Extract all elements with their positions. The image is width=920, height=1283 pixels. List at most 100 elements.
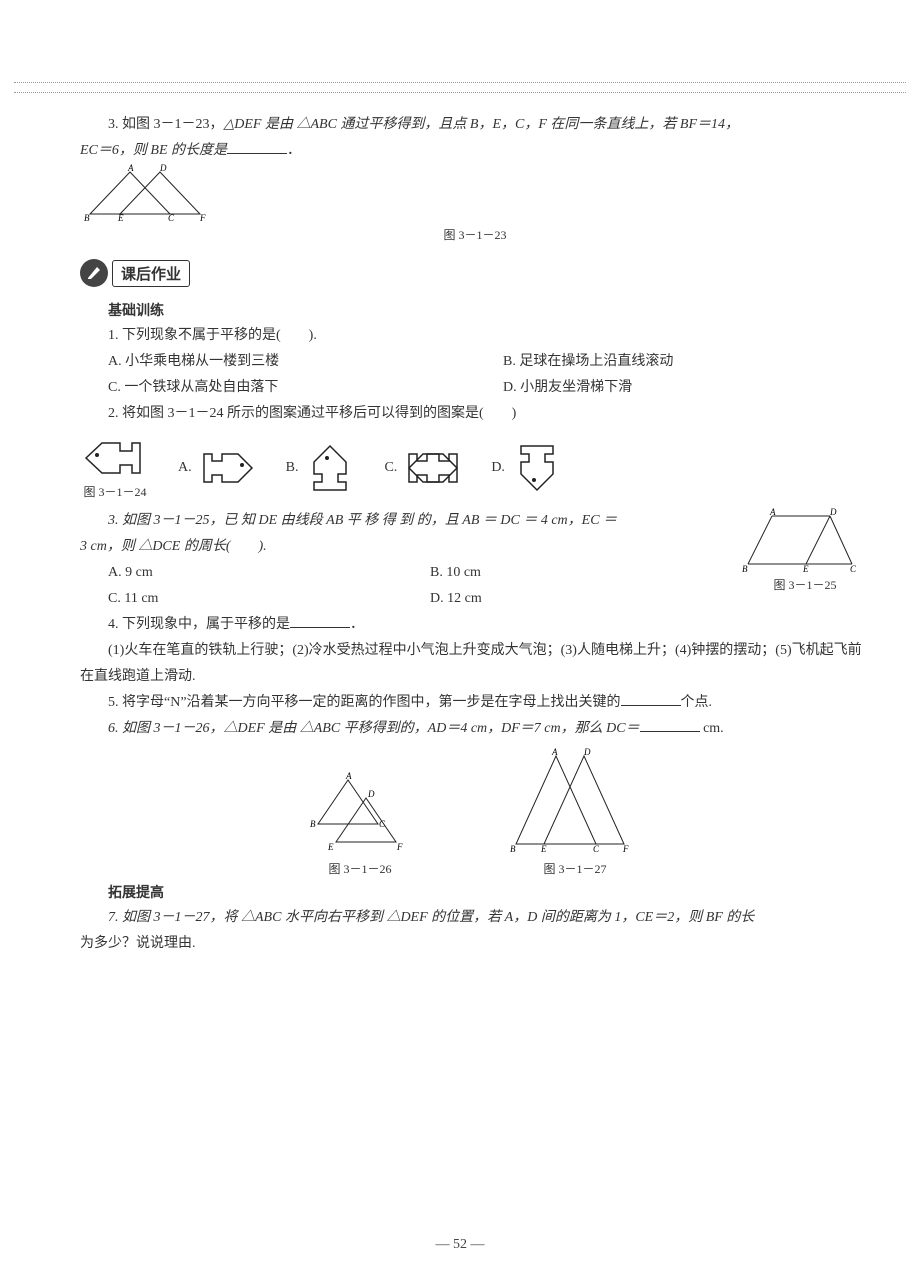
q1-stem: 1. 下列现象不属于平移的是( ).: [80, 323, 870, 349]
q2-stem: 2. 将如图 3－1－24 所示的图案通过平移后可以得到的图案是( ): [80, 401, 870, 427]
fig-3-1-25-caption: 图 3－1－25: [740, 576, 870, 593]
q2-D-label: D.: [491, 460, 505, 476]
q3-row1: A. 9 cm B. 10 cm: [80, 560, 724, 586]
svg-text:E: E: [540, 844, 547, 854]
svg-text:E: E: [327, 842, 334, 852]
q2-C-label: C.: [384, 460, 397, 476]
q4-blank: [290, 614, 350, 628]
svg-text:C: C: [168, 213, 175, 223]
section-badge-text: 课后作业: [112, 260, 190, 287]
q3-line1-text: 3. 如图 3－1－25，已 知 DE 由线段 AB 平 移 得 到 的，且 A…: [108, 513, 617, 528]
fish-icon-D: [511, 442, 563, 494]
q2-A-label: A.: [178, 460, 192, 476]
fig-3-1-27: A D B E C F: [500, 748, 650, 858]
top-q3-period: ．: [287, 143, 301, 158]
svg-text:B: B: [84, 213, 90, 223]
section-badge: 课后作业: [80, 259, 870, 287]
q1-C: C. 一个铁球从高处自由落下: [80, 375, 475, 401]
q1-row2: C. 一个铁球从高处自由落下 D. 小朋友坐滑梯下滑: [80, 375, 870, 401]
q3-wrap: 3. 如图 3－1－25，已 知 DE 由线段 AB 平 移 得 到 的，且 A…: [80, 508, 870, 612]
svg-text:D: D: [829, 508, 837, 517]
q3-line2-text: 3 cm，则 △DCE 的周长( ).: [80, 539, 267, 554]
fish-icon-A: [198, 447, 258, 489]
svg-text:D: D: [583, 748, 591, 757]
q2-ref: 图 3－1－24: [80, 435, 150, 500]
fig-3-1-27-wrap: A D B E C F 图 3－1－27: [500, 748, 650, 877]
svg-text:A: A: [345, 772, 352, 781]
header-dotted-line-2: [14, 92, 906, 93]
q3-B: B. 10 cm: [402, 560, 724, 586]
q2-opt-A: A.: [178, 447, 258, 489]
q2-opt-D: D.: [491, 442, 563, 494]
q1-row1: A. 小华乘电梯从一楼到三楼 B. 足球在操场上沿直线滚动: [80, 349, 870, 375]
homework-icon: [80, 259, 108, 287]
header-dotted-line-1: [14, 82, 906, 83]
top-q3-prefix: 3. 如图 3－1－23，: [108, 117, 224, 132]
fish-icon-C: [403, 447, 463, 489]
q6-b: cm.: [700, 721, 724, 736]
svg-text:D: D: [159, 164, 167, 173]
q4-b: ．: [350, 617, 364, 632]
page-footer: — 52 —: [0, 1237, 920, 1253]
top-q3-body1: △DEF 是由 △ABC 通过平移得到，且点 B，E，C，F 在同一条直线上，若…: [224, 117, 740, 132]
svg-text:A: A: [551, 748, 558, 757]
page-number: 52: [453, 1237, 467, 1252]
fig-3-1-27-caption: 图 3－1－27: [500, 860, 650, 877]
fig-3-1-26-caption: 图 3－1－26: [300, 860, 420, 877]
q3-row2: C. 11 cm D. 12 cm: [80, 586, 724, 612]
q3-D: D. 12 cm: [402, 586, 724, 612]
fig-26-27-row: A D B C E F 图 3－1－26 A D B E C F 图 3－: [80, 748, 870, 877]
svg-text:B: B: [310, 819, 316, 829]
svg-text:E: E: [802, 564, 809, 574]
q2-options-row: 图 3－1－24 A. B. C. D.: [80, 435, 870, 500]
top-q3-body2: EC＝6，则 BE 的长度是: [80, 143, 227, 158]
svg-text:C: C: [593, 844, 600, 854]
fig-3-1-23-caption: 图 3－1－23: [80, 226, 870, 243]
basic-heading: 基础训练: [80, 297, 870, 323]
q4-stem: 4. 下列现象中，属于平移的是 ．: [80, 612, 870, 638]
svg-text:F: F: [199, 213, 206, 223]
q7-line1: 7. 如图 3－1－27，将 △ABC 水平向右平移到 △DEF 的位置，若 A…: [80, 905, 870, 931]
q2-opt-B: B.: [286, 442, 357, 494]
q4-a: 4. 下列现象中，属于平移的是: [108, 617, 290, 632]
q3-line1: 3. 如图 3－1－25，已 知 DE 由线段 AB 平 移 得 到 的，且 A…: [80, 508, 724, 534]
fig-3-1-26-wrap: A D B C E F 图 3－1－26: [300, 772, 420, 877]
q5-blank: [621, 692, 681, 706]
q5-b: 个点.: [681, 695, 713, 710]
top-q3-line1: 3. 如图 3－1－23，△DEF 是由 △ABC 通过平移得到，且点 B，E，…: [80, 112, 870, 138]
q3-A: A. 9 cm: [80, 560, 402, 586]
q2-opt-C: C.: [384, 447, 463, 489]
svg-text:F: F: [396, 842, 403, 852]
q2-ref-caption: 图 3－1－24: [83, 483, 146, 500]
q4-detail: (1)火车在笔直的铁轨上行驶；(2)冷水受热过程中小气泡上升变成大气泡；(3)人…: [80, 638, 870, 690]
q5: 5. 将字母“N”沿着某一方向平移一定的距离的作图中，第一步是在字母上找出关键的…: [80, 690, 870, 716]
q6: 6. 如图 3－1－26，△DEF 是由 △ABC 平移得到的，AD＝4 cm，…: [80, 716, 870, 742]
svg-text:B: B: [742, 564, 748, 574]
fig-3-1-23: A D B E C F: [80, 164, 210, 224]
svg-text:E: E: [117, 213, 124, 223]
top-q3-blank: [227, 140, 287, 154]
extend-heading: 拓展提高: [80, 879, 870, 905]
fish-ref-icon: [80, 435, 150, 481]
q7-line2: 为多少？说说理由.: [80, 931, 870, 957]
page-content: 3. 如图 3－1－23，△DEF 是由 △ABC 通过平移得到，且点 B，E，…: [80, 112, 870, 957]
fig-3-1-26: A D B C E F: [300, 772, 420, 858]
svg-text:D: D: [367, 789, 375, 799]
svg-text:B: B: [510, 844, 516, 854]
q6-a: 6. 如图 3－1－26，△DEF 是由 △ABC 平移得到的，AD＝4 cm，…: [108, 721, 640, 736]
q1-D: D. 小朋友坐滑梯下滑: [475, 375, 870, 401]
svg-text:C: C: [850, 564, 857, 574]
svg-text:A: A: [127, 164, 134, 173]
svg-text:A: A: [769, 508, 776, 517]
q3-left: 3. 如图 3－1－25，已 知 DE 由线段 AB 平 移 得 到 的，且 A…: [80, 508, 724, 612]
q7-line1-text: 7. 如图 3－1－27，将 △ABC 水平向右平移到 △DEF 的位置，若 A…: [108, 910, 754, 925]
q6-blank: [640, 718, 700, 732]
q3-line2: 3 cm，则 △DCE 的周长( ).: [80, 534, 724, 560]
fig-3-1-25: A D B E C: [740, 508, 860, 574]
q1-A: A. 小华乘电梯从一楼到三楼: [80, 349, 475, 375]
q3-C: C. 11 cm: [80, 586, 402, 612]
q1-B: B. 足球在操场上沿直线滚动: [475, 349, 870, 375]
svg-text:C: C: [379, 819, 386, 829]
fig-3-1-23-wrap: A D B E C F 图 3－1－23: [80, 164, 870, 243]
svg-text:F: F: [622, 844, 629, 854]
